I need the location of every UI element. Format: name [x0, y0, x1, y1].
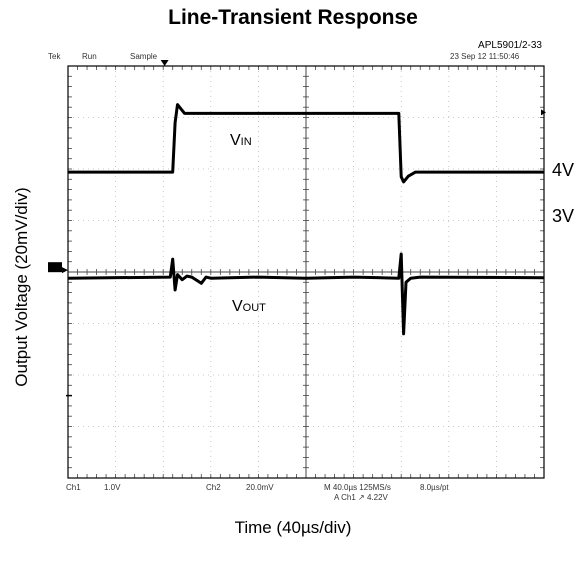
upper-level-label: 4V [552, 160, 575, 180]
trace-vin [68, 103, 544, 184]
trigger-position-marker [160, 60, 169, 66]
scope-state: Run [82, 52, 97, 61]
plot-frame [67, 65, 545, 479]
scope-trigger: A Ch1 ↗ 4.22V [334, 493, 388, 502]
scope-ch2-scale: 20.0mV [246, 483, 274, 492]
ch2-ground-arrow [62, 267, 68, 274]
scope-timebase: M 40.0µs 125MS/s [324, 483, 391, 492]
scope-ch1: Ch1 [66, 483, 81, 492]
lower-level-label: 3V [552, 206, 575, 226]
y-axis-label: Output Voltage (20mV/div) [12, 187, 31, 387]
scope-mode: Tek [48, 52, 61, 61]
vout-trace-label: VOUT [232, 298, 266, 315]
plot-grid [67, 65, 545, 479]
chart-title: Line-Transient Response [168, 6, 418, 29]
scope-ch2: Ch2 [206, 483, 221, 492]
channel-markers [48, 60, 546, 397]
trigger-level-marker [541, 109, 546, 116]
plot-traces [67, 103, 545, 336]
scope-timestamp: 23 Sep 12 11:50:46 [450, 52, 520, 61]
ch2-ground-marker [48, 262, 62, 273]
scope-ch1-scale: 1.0V [104, 483, 121, 492]
scope-record: 8.0µs/pt [420, 483, 449, 492]
scope-acquire: Sample [130, 52, 158, 61]
vin-trace-label: VIN [230, 132, 252, 149]
figure-id: APL5901/2-33 [478, 40, 542, 51]
x-axis-label: Time (40µs/div) [234, 518, 352, 537]
trace-vout [67, 252, 545, 336]
